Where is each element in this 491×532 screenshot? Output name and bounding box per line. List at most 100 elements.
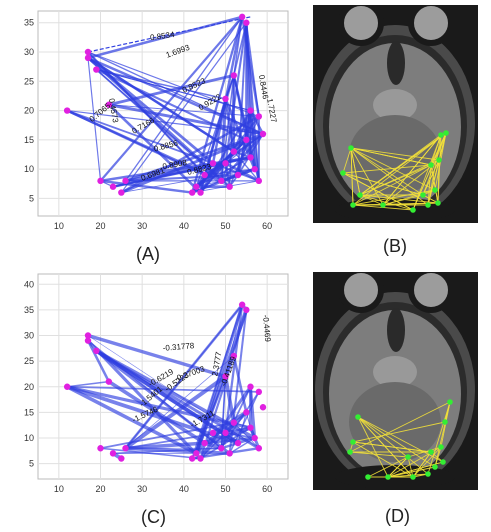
edge-line [100, 179, 193, 194]
node-point [230, 72, 238, 79]
node-point [251, 434, 258, 442]
brain-edge-line [350, 147, 436, 191]
node-point [105, 378, 113, 385]
node-point [234, 171, 242, 179]
edge-line [96, 68, 226, 100]
edge-line [249, 386, 257, 439]
node-point [243, 409, 250, 416]
midline-structure [387, 41, 405, 85]
brain-edge-line [342, 172, 414, 211]
cerebellum-region [349, 115, 441, 195]
brain-edge-line [422, 194, 439, 204]
brain-edge-line [437, 159, 440, 204]
node-point [188, 189, 196, 196]
brain-edge-line [342, 172, 424, 196]
brain-edge-line [359, 132, 447, 196]
edge-line [204, 425, 252, 445]
edge-line [224, 309, 248, 377]
brain-node-point [436, 157, 442, 163]
node-point [234, 439, 242, 447]
edge-line [204, 162, 227, 176]
node-point [122, 177, 129, 185]
edge-line [224, 98, 236, 152]
node-point [255, 113, 263, 120]
node-point [243, 19, 250, 26]
panel-caption-a: (A) [136, 244, 160, 264]
node-point [255, 177, 263, 185]
edge-line [125, 355, 235, 449]
node-point [193, 450, 200, 457]
brain-edge-line [382, 134, 442, 206]
brain-node-point [410, 474, 416, 480]
edge-line [191, 304, 244, 459]
node-point [97, 445, 104, 452]
left-orbit [338, 272, 384, 313]
midline-structure [387, 308, 405, 352]
node-point [243, 136, 250, 144]
brain-node-point [432, 464, 438, 470]
node-point [84, 54, 92, 62]
brain-node-point [442, 419, 448, 425]
y-tick-label: 20 [24, 382, 34, 392]
x-tick-label: 20 [95, 221, 105, 231]
brain-edge-line [430, 132, 447, 166]
brain-edge-line [359, 194, 439, 204]
node-point [251, 165, 258, 173]
node-point [209, 429, 217, 437]
y-tick-label: 25 [24, 356, 34, 366]
brain-node-point [347, 449, 353, 455]
edge-line [224, 22, 248, 164]
edge-weight-label: 2.3777 [210, 351, 223, 377]
node-point [243, 306, 250, 314]
edge-line [99, 16, 243, 182]
edge-line [211, 410, 248, 435]
brain-edge-line [352, 441, 414, 478]
edge-line [232, 75, 260, 182]
edge-line [224, 75, 235, 100]
right-orbit [408, 5, 454, 46]
edge-line [66, 109, 214, 165]
edge-line [220, 110, 252, 182]
y-tick-label: 10 [24, 164, 34, 174]
edge-line [67, 385, 259, 393]
edge-line [87, 56, 235, 153]
brain-node-point [405, 454, 411, 460]
x-tick-label: 50 [220, 484, 230, 494]
brain-edge-line [407, 456, 414, 478]
node-point [222, 160, 229, 167]
node-point [93, 66, 100, 73]
node-point [109, 183, 117, 190]
edge-line [233, 151, 260, 182]
brain-edge-line [350, 147, 424, 196]
x-tick-label: 60 [262, 484, 272, 494]
brain-image-d [313, 272, 478, 490]
node-point [84, 332, 92, 339]
brain-edge-line [412, 132, 447, 211]
panel-caption-d: (D) [385, 506, 410, 526]
edge-line [120, 22, 247, 193]
brain-edge-line [382, 159, 440, 206]
edge-line [229, 391, 260, 454]
brain-node-point [350, 439, 356, 445]
edge-line [87, 56, 214, 165]
brain-edge-line [350, 147, 384, 206]
node-point [255, 445, 263, 452]
edge-line [125, 426, 251, 450]
panel-caption-b: (B) [383, 236, 407, 256]
brain-edge-line [350, 147, 354, 206]
edge-weight-label: 0.8908 [162, 158, 188, 171]
node-point [222, 429, 229, 437]
brain-node-point [438, 444, 444, 450]
brain-edge-line [387, 473, 429, 478]
brain-edge-line [352, 132, 447, 206]
edge-line [124, 303, 244, 450]
y-tick-label: 5 [29, 459, 34, 469]
y-tick-label: 40 [24, 279, 34, 289]
brain-edge-line [350, 147, 432, 166]
edge-line [125, 173, 239, 182]
node-point [118, 455, 125, 462]
edge-line [121, 168, 255, 194]
brainstem [373, 89, 417, 121]
node-point [97, 177, 104, 185]
y-tick-label: 5 [29, 193, 34, 203]
